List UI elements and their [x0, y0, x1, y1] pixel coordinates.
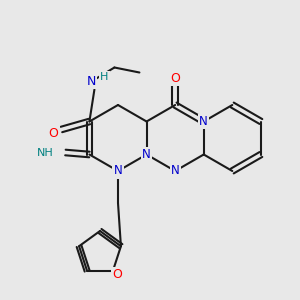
Text: H: H: [100, 73, 109, 82]
Text: N: N: [200, 115, 208, 128]
Text: O: O: [49, 127, 58, 140]
Text: NH: NH: [37, 148, 53, 158]
Text: O: O: [112, 268, 122, 281]
Text: N: N: [87, 75, 96, 88]
Text: N: N: [171, 164, 179, 178]
Text: O: O: [170, 71, 180, 85]
Text: N: N: [142, 148, 151, 161]
Text: N: N: [114, 164, 122, 178]
